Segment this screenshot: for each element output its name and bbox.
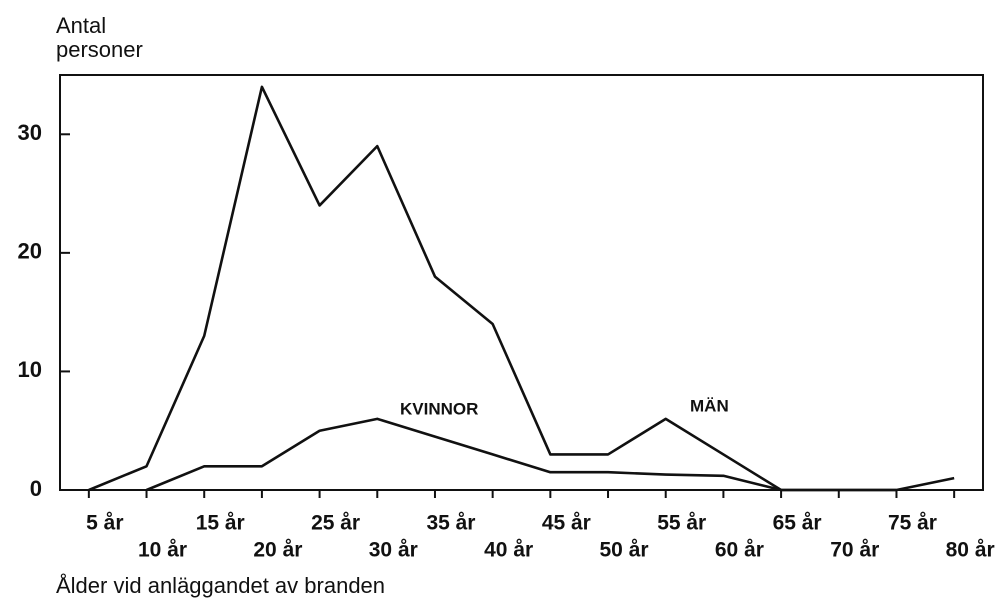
x-tick-label: 15 år (196, 512, 245, 535)
x-tick-label: 45 år (542, 512, 591, 535)
x-tick-label: 35 år (426, 512, 475, 535)
y-tick-label: 0 (30, 476, 42, 501)
x-axis-label: Ålder vid anläggandet av branden (56, 573, 386, 598)
series-line (146, 417, 897, 492)
x-tick-label: 70 år (830, 539, 879, 562)
plot-frame (59, 74, 984, 491)
y-tick-label: 10 (18, 357, 42, 382)
y-tick-label: 30 (18, 120, 42, 145)
x-tick-label: 30 år (369, 539, 418, 562)
x-tick-label: 40 år (484, 539, 533, 562)
x-tick-label: 55 år (657, 512, 706, 535)
series-label: MÄN (690, 396, 729, 415)
y-axis-label: Antal personer (56, 13, 143, 62)
x-tick-label: 65 år (773, 512, 822, 535)
x-tick-label: 75 år (888, 512, 937, 535)
x-tick-label: 5 år (86, 512, 123, 535)
y-tick-label: 20 (18, 239, 42, 264)
x-tick-label: 25 år (311, 512, 360, 535)
x-tick-label: 60 år (715, 539, 764, 562)
x-tick-label: 10 år (138, 539, 187, 562)
x-tick-label: 20 år (253, 539, 302, 562)
series-label: KVINNOR (400, 399, 478, 418)
series-line (88, 85, 955, 492)
x-tick-label: 80 år (946, 539, 995, 562)
x-tick-label: 50 år (600, 539, 649, 562)
